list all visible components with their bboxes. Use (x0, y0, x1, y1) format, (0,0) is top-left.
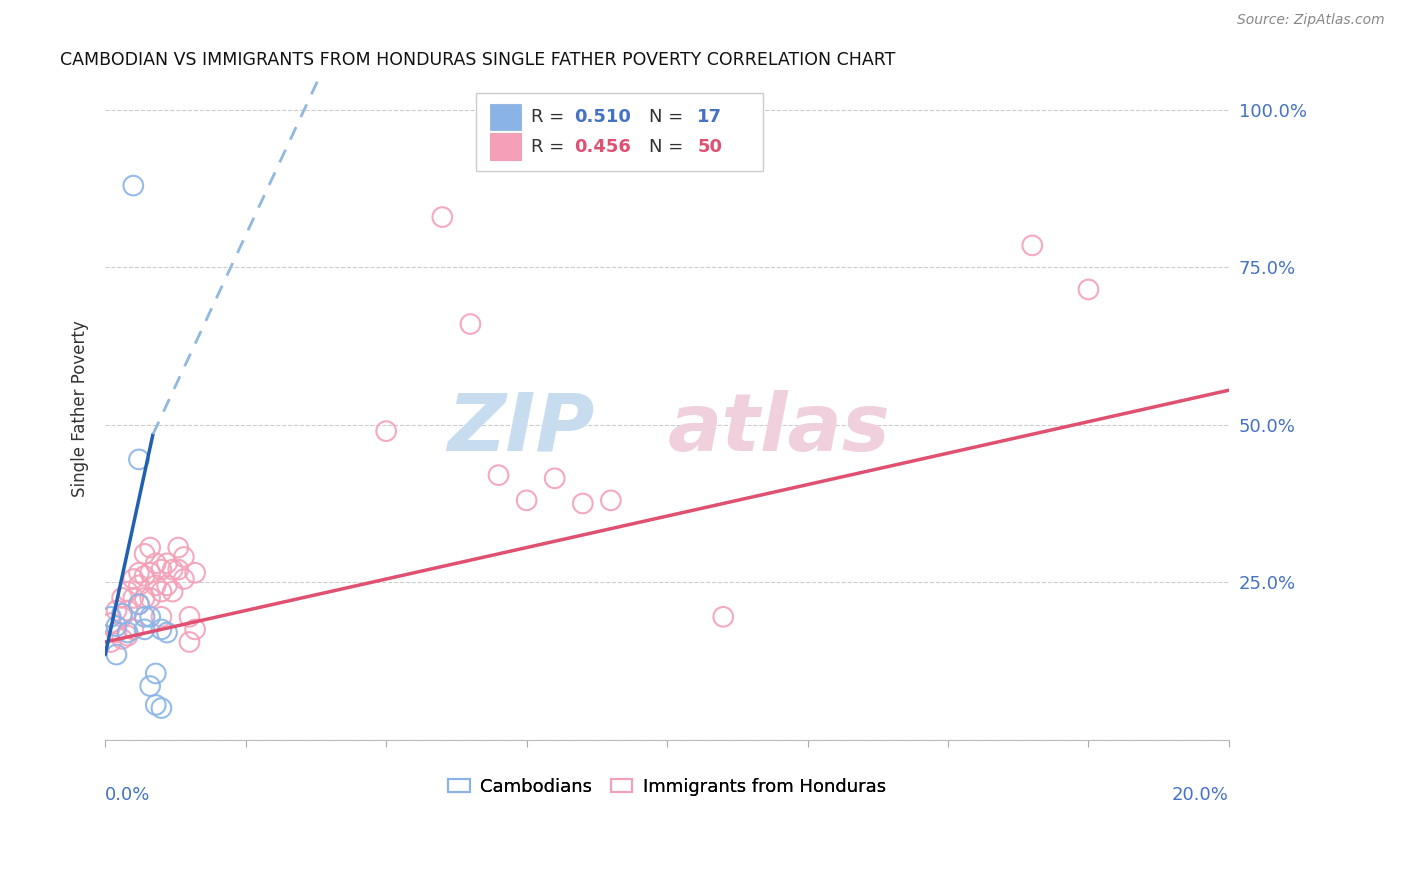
Point (117, 629, 139, 643)
FancyBboxPatch shape (489, 134, 522, 160)
FancyBboxPatch shape (477, 93, 762, 171)
Point (516, 493, 538, 508)
Text: R =: R = (531, 137, 569, 155)
Point (128, 452, 150, 467)
Point (128, 578, 150, 592)
Point (488, 468, 510, 483)
Point (122, 623, 145, 637)
Text: 0.456: 0.456 (574, 137, 631, 155)
Point (117, 625, 139, 640)
Text: atlas: atlas (668, 390, 891, 468)
Point (460, 317, 482, 331)
Text: 17: 17 (697, 108, 723, 126)
Point (145, 698, 167, 712)
Point (128, 566, 150, 580)
Point (100, 609, 122, 624)
Point (111, 609, 134, 624)
Point (122, 178, 145, 193)
Point (105, 603, 128, 617)
Point (179, 635, 201, 649)
Point (162, 584, 184, 599)
Point (134, 569, 156, 583)
Point (156, 556, 179, 570)
Point (111, 607, 134, 621)
Y-axis label: Single Father Poverty: Single Father Poverty (72, 321, 89, 498)
Point (105, 648, 128, 662)
Point (145, 666, 167, 681)
Point (128, 597, 150, 611)
Point (572, 496, 595, 510)
Text: 0.0%: 0.0% (105, 786, 150, 804)
Point (173, 549, 195, 564)
Text: 50: 50 (697, 137, 723, 155)
Point (150, 623, 173, 637)
Text: 20.0%: 20.0% (1173, 786, 1229, 804)
Point (105, 625, 128, 640)
Point (375, 424, 398, 438)
Point (167, 541, 190, 555)
Point (100, 616, 122, 631)
Text: N =: N = (650, 108, 689, 126)
Point (128, 597, 150, 611)
Point (156, 625, 179, 640)
Text: N =: N = (650, 137, 689, 155)
Point (150, 563, 173, 577)
Point (139, 609, 162, 624)
Point (111, 591, 134, 605)
Point (544, 471, 567, 485)
Point (162, 563, 184, 577)
Point (184, 566, 207, 580)
Point (122, 591, 145, 605)
Point (599, 493, 621, 508)
Point (134, 623, 156, 637)
Legend: Cambodians, Immigrants from Honduras: Cambodians, Immigrants from Honduras (440, 771, 893, 803)
Point (139, 679, 162, 693)
Point (184, 623, 207, 637)
Point (167, 563, 190, 577)
FancyBboxPatch shape (489, 103, 522, 130)
Point (139, 566, 162, 580)
Point (111, 632, 134, 646)
Point (134, 609, 156, 624)
Point (145, 556, 167, 570)
Point (145, 578, 167, 592)
Text: Source: ZipAtlas.com: Source: ZipAtlas.com (1237, 13, 1385, 28)
Point (1021, 238, 1043, 252)
Point (105, 619, 128, 633)
Point (173, 572, 195, 586)
Point (134, 591, 156, 605)
Point (179, 609, 201, 624)
Text: CAMBODIAN VS IMMIGRANTS FROM HONDURAS SINGLE FATHER POVERTY CORRELATION CHART: CAMBODIAN VS IMMIGRANTS FROM HONDURAS SI… (60, 51, 896, 69)
Point (122, 572, 145, 586)
Text: ZIP: ZIP (447, 390, 593, 468)
Point (117, 603, 139, 617)
Point (100, 635, 122, 649)
Point (150, 609, 173, 624)
Text: 0.510: 0.510 (574, 108, 631, 126)
Point (432, 210, 454, 224)
Point (150, 701, 173, 715)
Point (139, 591, 162, 605)
Point (711, 609, 734, 624)
Point (134, 547, 156, 561)
Point (150, 584, 173, 599)
Point (1077, 283, 1099, 297)
Text: R =: R = (531, 108, 569, 126)
Point (156, 578, 179, 592)
Point (117, 584, 139, 599)
Point (139, 541, 162, 555)
